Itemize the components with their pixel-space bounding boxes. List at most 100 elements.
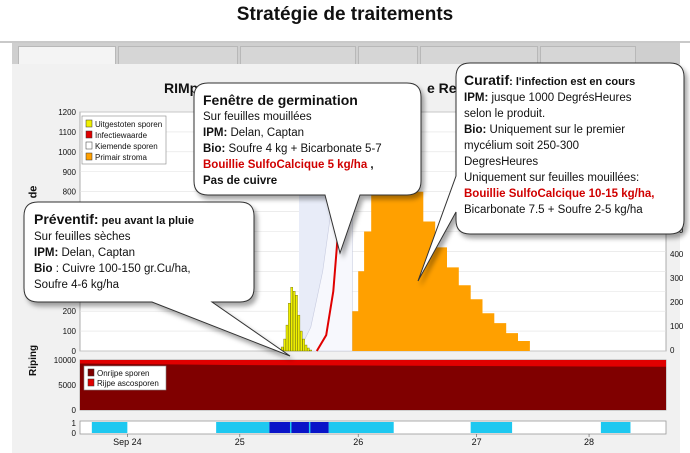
curatif-bio-label: Bio: [464,124,487,136]
riping-legend [83,365,167,391]
callout-curatif-text: Curatif: l'infection est en cours IPM: j… [464,72,654,218]
slide-title: Stratégie de traitements [236,4,454,25]
strip-interval-light [216,422,270,433]
germination-heading: Fenêtre de germination [203,92,358,108]
curatif-bio3: DegresHeures [464,156,539,168]
callout-curatif [417,62,685,282]
main-y-tick-label: 0 [72,347,77,356]
preventif-bio: : Cuivre 100-150 gr.Cu/ha, [52,263,191,275]
riping-y-tick-label: 0 [72,406,77,415]
preventif-heading: Préventif: [34,211,99,227]
tab-secundaire-infecties[interactable] [118,46,238,64]
x-day-label: 27 [472,437,482,447]
strip-interval-light [470,422,513,433]
curatif-heading-tail: : l'infection est en cours [509,76,636,88]
tab-zuigers[interactable] [540,46,636,64]
tab-primaire-infecties[interactable] [18,46,116,64]
curatif-bio2: mycélium soit 250-300 [464,140,580,152]
legend-label: Kiemende sporen [95,142,158,151]
legend-label: Rijpe ascosporen [97,379,159,388]
curatif-heading: Curatif [464,72,510,88]
bar-uitgestoten-sporen [309,349,312,352]
strip-y-tick-label: 1 [72,419,77,428]
bar-uitgestoten-sporen [290,287,293,352]
germination-ipm-label: IPM: [203,127,228,139]
main-y-tick-label: 100 [63,327,77,336]
strip-interval-light [91,422,128,433]
preventif-ipm-label: IPM: [34,247,59,259]
main-right-tick-label: 200 [670,298,684,307]
germination-ipm: Delan, Captan [227,127,304,139]
legend-label: Infectiewaarde [95,131,148,140]
legend-swatch [87,368,95,377]
callout-germination [193,82,422,255]
tab-fruitmot[interactable] [358,46,418,64]
chart-title-left: RIMp [164,80,199,96]
main-right-tick-label: 100 [670,322,684,331]
bar-uitgestoten-sporen [288,303,291,352]
tab-perenvlinderlarven[interactable] [420,46,538,64]
preventif-line1: Sur feuilles sèches [34,231,131,243]
main-right-tick-label: 400 [670,250,684,259]
bar-uitgestoten-sporen [283,338,286,352]
strip-interval-light [600,422,631,433]
main-y-tick-label: 1000 [58,148,76,157]
preventif-bio-label: Bio [34,263,53,275]
strip-y-tick-label: 0 [72,429,77,438]
legend-swatch [85,141,93,150]
curatif-bio: Uniquement sur le premier [486,124,626,136]
legend-swatch [85,152,93,161]
curatif-red: Bouillie SulfoCalcique 10-15 kg/ha, [464,188,655,200]
callout-preventif-text: Préventif: peu avant la pluie Sur feuill… [34,211,194,293]
strip-interval-light [328,422,394,433]
riping-y-tick-label: 10000 [54,356,77,365]
bar-uitgestoten-sporen [299,330,303,352]
bar-uitgestoten-sporen [295,295,298,352]
germination-red: Bouillie SulfoCalcique 5 kg/ha [203,159,368,171]
x-day-label: 26 [353,437,363,447]
germination-bio: Soufre 4 kg + Bicarbonate 5-7 [225,143,382,155]
bar-uitgestoten-sporen [292,291,296,352]
legend-swatch [85,130,93,139]
callout-preventif [23,201,291,357]
bar-uitgestoten-sporen [297,314,301,352]
legend-label: Uitgestoten sporen [95,120,162,129]
callout-germination-text: Fenêtre de germination Sur feuilles moui… [203,92,382,189]
germination-last: Pas de cuivre [203,175,278,187]
series-onrijpe-sporen [80,363,666,410]
x-day-label: 25 [235,437,245,447]
main-y-tick-label: 1100 [59,128,77,137]
legend-label: Primair stroma [95,153,148,162]
main-y-tick-label: 1200 [58,108,76,117]
germination-red-tail: , [367,159,374,171]
bar-uitgestoten-sporen [285,324,289,352]
preventif-ipm: Delan, Captan [58,247,135,259]
riping-y-tick-label: 5000 [58,381,76,390]
curatif-ipm: jusque 1000 DegrésHeures [488,92,632,104]
tab-vruchtboomkanker[interactable] [240,46,356,64]
tab-bar [12,43,680,64]
legend-swatch [87,378,95,387]
bar-uitgestoten-sporen [304,344,308,352]
germination-line1: Sur feuilles mouillées [203,111,312,123]
series-primair-stroma [343,153,530,351]
main-legend [81,115,167,165]
main-right-tick-label: 0 [670,346,675,355]
curatif-ipm2: selon le produit. [464,108,546,120]
title-divider [0,41,690,43]
main-right-tick-label: 300 [670,274,684,283]
legend-label: Onrijpe sporen [97,369,149,378]
x-day-label: 28 [584,437,594,447]
bar-uitgestoten-sporen [307,347,310,352]
germination-bio-label: Bio: [203,143,226,155]
main-y-tick-label: 800 [63,188,77,197]
main-y-tick-label: 200 [63,307,77,316]
chart-title-right: e Re [427,80,457,96]
legend-swatch [85,119,93,128]
curatif-last: Bicarbonate 7.5 + Soufre 2-5 kg/ha [464,204,643,216]
curatif-ipm-label: IPM: [464,92,489,104]
preventif-bio2: Soufre 4-6 kg/ha [34,279,120,291]
preventif-heading-tail: peu avant la pluie [98,215,194,227]
strip-interval-dark [269,422,329,433]
